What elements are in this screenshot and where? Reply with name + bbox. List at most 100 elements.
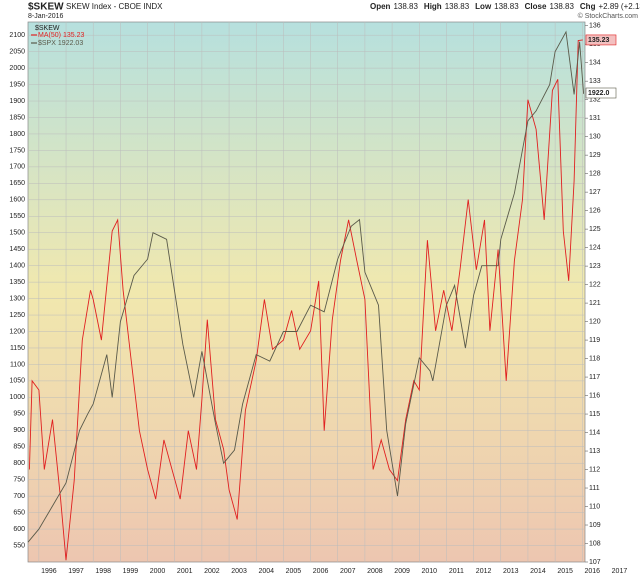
y2-tick-label: 107 xyxy=(589,559,601,566)
x-tick-label: 2007 xyxy=(340,568,356,575)
y-tick-label: 1250 xyxy=(9,312,25,319)
x-tick-label: 1997 xyxy=(68,568,84,575)
y2-tick-label: 136 xyxy=(589,23,601,30)
y-tick-label: 1950 xyxy=(9,81,25,88)
y-tick-label: 1000 xyxy=(9,394,25,401)
legend-name: MA(50) xyxy=(38,32,61,39)
x-tick-label: 2017 xyxy=(612,568,628,575)
date: 8-Jan-2016 xyxy=(28,13,64,20)
x-tick-label: 1996 xyxy=(41,568,57,575)
y-tick-label: 1850 xyxy=(9,114,25,121)
legend-value: 1922.03 xyxy=(58,40,83,47)
quote-label: Close xyxy=(525,2,547,11)
y2-tick-label: 119 xyxy=(589,337,600,344)
credit: © StockCharts.com xyxy=(578,12,639,20)
y2-tick-label: 120 xyxy=(589,318,601,325)
last-tag xyxy=(585,87,617,99)
x-tick-label: 2008 xyxy=(367,568,383,575)
x-tick-label: 2011 xyxy=(449,568,464,575)
y2-tick-label: 127 xyxy=(589,189,601,196)
symbol: $SKEW xyxy=(28,2,64,13)
y2-tick-label: 115 xyxy=(589,411,600,418)
x-tick-label: 2013 xyxy=(503,568,519,575)
y-tick-label: 1900 xyxy=(9,98,25,105)
y2-tick-label: 131 xyxy=(589,115,601,122)
y-tick-label: 800 xyxy=(13,460,25,467)
y2-tick-label: 109 xyxy=(589,522,601,529)
y-tick-label: 1100 xyxy=(10,361,25,368)
x-tick-label: 2000 xyxy=(150,568,166,575)
series-line xyxy=(27,30,585,543)
quote-value: 138.83 xyxy=(549,2,574,11)
y2-tick-label: 110 xyxy=(589,503,600,510)
x-tick-label: 2004 xyxy=(258,568,274,575)
x-tick-label: 2014 xyxy=(530,568,546,575)
y-tick-label: 1300 xyxy=(9,295,25,302)
y-tick-label: 900 xyxy=(13,427,25,434)
y2-tick-label: 112 xyxy=(589,466,600,473)
y2-tick-label: 128 xyxy=(589,170,601,177)
y-tick-label: 550 xyxy=(13,542,25,549)
legend-name: $SPX xyxy=(38,40,56,47)
x-tick-label: 2006 xyxy=(313,568,329,575)
y2-tick-label: 117 xyxy=(589,374,600,381)
y-tick-label: 700 xyxy=(13,493,25,500)
quote-label: High xyxy=(424,2,442,11)
grid xyxy=(28,22,585,562)
x-tick-label: 2012 xyxy=(476,568,492,575)
y-tick-label: 950 xyxy=(13,411,25,418)
x-tick-label: 2016 xyxy=(584,568,600,575)
y-tick-label: 600 xyxy=(13,526,25,533)
y2-tick-label: 125 xyxy=(589,226,601,233)
y2-tick-label: 132 xyxy=(589,97,601,104)
series-line xyxy=(28,39,583,561)
quote-value: 138.83 xyxy=(445,2,470,11)
y2-tick-label: 114 xyxy=(589,429,600,436)
y-tick-label: 2000 xyxy=(9,65,25,72)
x-tick-label: 2009 xyxy=(394,568,410,575)
quote-label: Chg xyxy=(580,2,596,11)
x-tick-label: 2015 xyxy=(557,568,573,575)
x-tick-label: 2003 xyxy=(231,568,247,575)
index-name: SKEW Index - CBOE INDX xyxy=(66,2,163,11)
y2-tick-label: 122 xyxy=(589,281,601,288)
quote-value: 138.83 xyxy=(393,2,418,11)
y-tick-label: 1400 xyxy=(9,263,25,270)
y2-tick-label: 118 xyxy=(589,355,600,362)
y-tick-label: 1350 xyxy=(9,279,25,286)
y2-tick-label: 108 xyxy=(589,540,601,547)
y-tick-label: 1550 xyxy=(9,213,25,220)
x-tick-label: 1999 xyxy=(123,568,139,575)
y2-tick-label: 121 xyxy=(589,300,601,307)
y-tick-label: 1750 xyxy=(9,147,25,154)
y2-tick-label: 116 xyxy=(589,392,600,399)
y-tick-label: 750 xyxy=(13,477,25,484)
y-tick-label: 1200 xyxy=(9,328,25,335)
quote-value: +2.89 (+2.13%) xyxy=(598,2,640,11)
y-tick-label: 1650 xyxy=(9,180,25,187)
x-tick-label: 2001 xyxy=(177,568,193,575)
quote-label: Low xyxy=(475,2,492,11)
y-tick-label: 1050 xyxy=(9,378,25,385)
quote-value: 138.83 xyxy=(494,2,519,11)
legend-title: $SKEW xyxy=(35,25,60,32)
y2-tick-label: 123 xyxy=(589,263,601,270)
y2-tick-label: 134 xyxy=(589,60,601,67)
y-tick-label: 2050 xyxy=(9,48,25,55)
y-tick-label: 1500 xyxy=(9,230,25,237)
y-tick-label: 1450 xyxy=(9,246,25,253)
y-tick-label: 1800 xyxy=(9,131,25,138)
y2-tick-label: 113 xyxy=(589,448,600,455)
y-tick-label: 1600 xyxy=(9,197,25,204)
y-tick-label: 1150 xyxy=(10,345,25,352)
y2-tick-label: 130 xyxy=(589,134,601,141)
plot-area xyxy=(27,21,586,563)
legend-value: 135.23 xyxy=(63,32,85,39)
y2-tick-label: 111 xyxy=(589,485,600,492)
x-tick-label: 1998 xyxy=(95,568,111,575)
x-tick-label: 2010 xyxy=(421,568,437,575)
y2-tick-label: 129 xyxy=(589,152,601,159)
quote-label: Open xyxy=(370,2,391,11)
y-tick-label: 650 xyxy=(13,509,25,516)
y2-tick-label: 133 xyxy=(589,78,601,85)
